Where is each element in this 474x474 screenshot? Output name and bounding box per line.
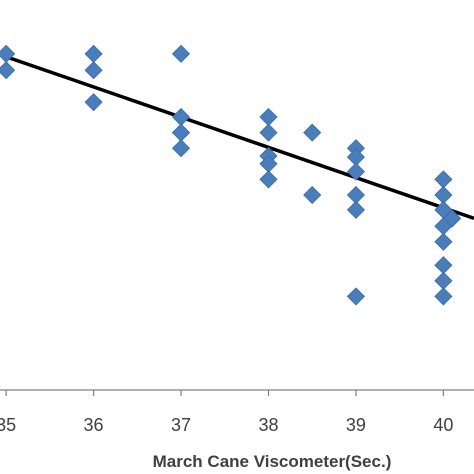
data-point	[434, 232, 453, 251]
x-tick-label: 36	[84, 415, 104, 435]
x-tick-label: 35	[0, 415, 16, 435]
data-point	[346, 200, 366, 219]
data-point	[84, 61, 103, 80]
trendline	[0, 52, 474, 221]
x-tick-label: 39	[346, 415, 366, 435]
data-point	[259, 170, 278, 189]
x-axis-title: March Cane Viscometer(Sec.)	[153, 452, 392, 471]
data-point	[434, 287, 453, 306]
data-point	[434, 256, 453, 275]
data-point	[171, 139, 191, 158]
x-axis-ticks: 35 36 37 38 39 40	[0, 390, 453, 435]
data-point	[443, 209, 462, 228]
data-point	[303, 123, 322, 142]
data-point	[84, 93, 103, 112]
x-tick-label: 38	[258, 415, 278, 435]
data-point	[0, 61, 16, 80]
data-point	[434, 271, 453, 290]
data-point	[259, 107, 278, 127]
data-point	[259, 123, 278, 142]
data-point	[171, 44, 191, 63]
data-point	[84, 44, 103, 63]
data-point	[434, 170, 453, 189]
x-tick-label: 37	[171, 415, 191, 435]
data-point	[346, 162, 366, 181]
data-point	[171, 123, 191, 142]
data-points	[0, 44, 462, 306]
data-point	[303, 185, 322, 205]
data-point	[346, 287, 366, 306]
x-tick-label: 40	[433, 415, 453, 435]
trendline-layer	[0, 52, 474, 221]
data-point	[171, 107, 191, 127]
